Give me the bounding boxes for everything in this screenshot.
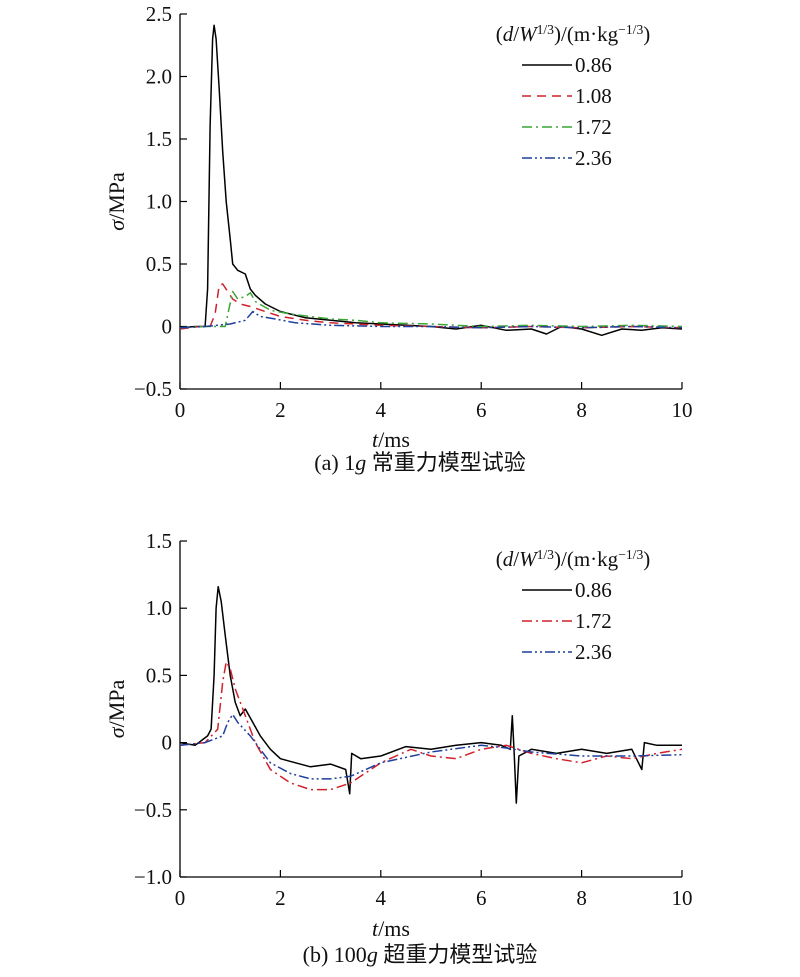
- panel-a-series-line-1.72: [179, 290, 683, 329]
- panel-b-x-tick-label: 0: [175, 886, 186, 910]
- panel-b-legend-label: 1.72: [575, 609, 612, 633]
- panel-b-y-tick-label: 0.5: [146, 663, 172, 687]
- panel-a-x-tick-label: 0: [175, 398, 186, 422]
- panel-a-legend-label: 2.36: [575, 146, 612, 170]
- panel-a-y-tick-label: −0.5: [134, 377, 172, 401]
- panel-a-y-tick-label: 1.5: [146, 127, 172, 151]
- panel-a-x-axis-label: t/ms: [372, 427, 410, 452]
- panel-b-x-tick-label: 8: [576, 886, 587, 910]
- panel-a-legend-label: 1.72: [575, 115, 612, 139]
- panel-b-x-tick-label: 10: [672, 886, 693, 910]
- panel-b: −1.0 −0.5 0 0.5 1.0 1.5 0 2 4 6 8 10 t/ms σ/MPa (d/W1/…: [104, 529, 693, 967]
- panel-a-legend-label: 1.08: [575, 84, 612, 108]
- panel-b-x-axis-label: t/ms: [372, 916, 410, 941]
- panel-b-y-tick-label: 1.0: [146, 596, 172, 620]
- panel-b-x-tick-label: 4: [376, 886, 387, 910]
- panel-a-x-tick-label: 10: [672, 398, 693, 422]
- panel-b-y-axis-label: σ/MPa: [104, 680, 129, 739]
- panel-b-y-tick-label: 1.5: [146, 529, 172, 553]
- panel-b-x-tick-label: 6: [476, 886, 487, 910]
- panel-a-y-tick-label: 1.0: [146, 190, 172, 214]
- panel-a-y-tick-label: 2.5: [146, 2, 172, 26]
- panel-b-series-line-0.86: [179, 585, 682, 804]
- panel-a-series-line-2.36: [179, 310, 683, 329]
- panel-a-legend-label: 0.86: [575, 53, 612, 77]
- panel-b-caption: (b) 100g 超重力模型试验: [303, 942, 538, 967]
- panel-b-legend-label: 2.36: [575, 640, 612, 664]
- panel-a-legend: (d/W1/3)/(m·kg−1/3) 0.86 1.08 1.72 2.36: [496, 22, 651, 171]
- panel-a-y-tick-label: 0.5: [146, 252, 172, 276]
- panel-b-series-line-1.72: [179, 661, 683, 791]
- panel-a-legend-title: (d/W1/3)/(m·kg−1/3): [496, 22, 651, 47]
- panel-a-y-tick-label: 0: [162, 315, 173, 339]
- panel-a-x-tick-label: 4: [376, 398, 387, 422]
- panel-a-series-line-1.08: [179, 283, 683, 330]
- panel-b-x-tick-label: 2: [275, 886, 286, 910]
- panel-a: −0.500.51.01.52.02.50 2 4 6 8 10t/msσ/MPa(d/W…: [104, 2, 693, 475]
- panel-b-y-tick-label: 0: [162, 731, 173, 755]
- panel-a-x-tick-label: 2: [275, 398, 286, 422]
- panel-b-legend: (d/W1/3)/(m·kg−1/3) 0.86 1.72 2.36: [496, 547, 651, 665]
- panel-a-x-tick-label: 6: [476, 398, 487, 422]
- panel-b-y-tick-label: −1.0: [134, 865, 172, 889]
- panel-a-x-tick-label: 8: [576, 398, 587, 422]
- panel-b-series-line-2.36: [179, 713, 683, 780]
- panel-a-y-axis-label: σ/MPa: [104, 172, 129, 231]
- panel-b-legend-label: 0.86: [575, 578, 612, 602]
- panel-a-caption: (a) 1g 常重力模型试验: [314, 450, 525, 475]
- panel-a-y-tick-label: 2.0: [146, 65, 172, 89]
- panel-b-legend-title: (d/W1/3)/(m·kg−1/3): [496, 547, 651, 572]
- panel-b-y-tick-label: −0.5: [134, 798, 172, 822]
